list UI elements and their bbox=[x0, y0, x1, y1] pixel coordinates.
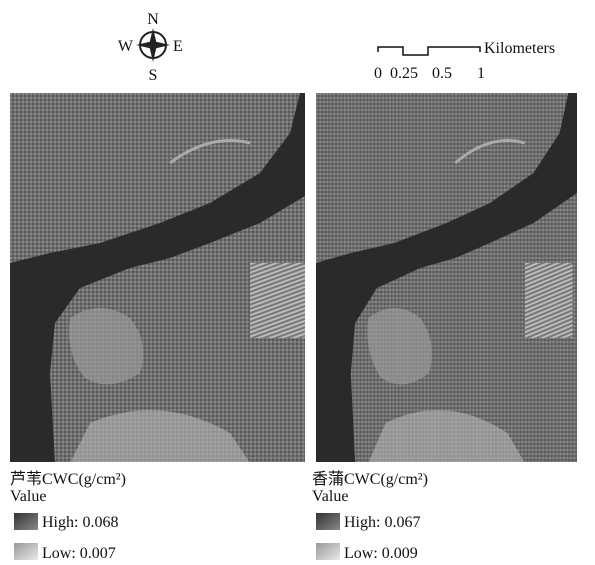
legend-left: 芦苇CWC(g/cm²) Value High: 0.068 Low: 0.00… bbox=[10, 470, 126, 562]
map-right bbox=[316, 93, 577, 462]
swatch-high bbox=[14, 513, 38, 530]
panel-title: 香蒲CWC(g/cm²) bbox=[312, 470, 428, 488]
legend-title: Value bbox=[10, 488, 46, 505]
panel-title: 芦苇CWC(g/cm²) bbox=[10, 470, 126, 488]
legend-low: Low: 0.009 bbox=[344, 545, 418, 562]
swatch-low bbox=[14, 543, 38, 560]
map-left bbox=[10, 93, 305, 462]
scale-label: 1 bbox=[477, 65, 485, 82]
legend-low: Low: 0.007 bbox=[42, 545, 116, 562]
scale-bar: Kilometers 0 0.25 0.5 1 bbox=[374, 40, 555, 82]
legend-high: High: 0.067 bbox=[344, 514, 420, 531]
compass-s: S bbox=[149, 67, 158, 84]
scale-label: 0.25 bbox=[390, 65, 418, 82]
legend-high: High: 0.068 bbox=[42, 514, 118, 531]
compass-e: E bbox=[173, 38, 183, 55]
compass-w: W bbox=[118, 38, 134, 55]
scale-label: 0.5 bbox=[432, 65, 452, 82]
scale-label: 0 bbox=[374, 65, 382, 82]
swatch-low bbox=[316, 543, 340, 560]
legend-right: 香蒲CWC(g/cm²) Value High: 0.067 Low: 0.00… bbox=[312, 470, 428, 562]
compass: N S W E bbox=[118, 11, 183, 84]
scale-unit: Kilometers bbox=[484, 40, 555, 57]
swatch-high bbox=[316, 513, 340, 530]
legend-title: Value bbox=[312, 488, 348, 505]
compass-n: N bbox=[147, 11, 159, 28]
